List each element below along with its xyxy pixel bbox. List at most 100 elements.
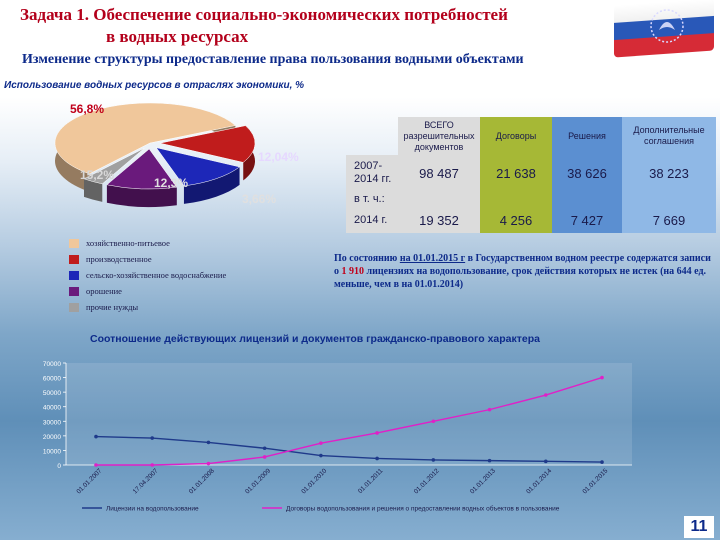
- pie-legend: хозяйственно-питьевое производственное с…: [69, 235, 227, 315]
- legend-swatch: [69, 254, 79, 264]
- table-cell: [552, 191, 622, 207]
- x-tick-label: 01.01.2012: [413, 467, 441, 495]
- header-total: ВСЕГО разрешительных документов: [398, 117, 480, 155]
- title-line-2: в водных ресурсах: [106, 27, 249, 46]
- table-cell: [398, 191, 480, 207]
- legend-item: прочие нужды: [69, 299, 226, 315]
- legend-swatch: [69, 270, 79, 280]
- row-label-2007: 2007-2014 гг.: [346, 155, 398, 191]
- note-date: на 01.01.2015 г: [399, 253, 466, 264]
- water-use-pie-chart: 56,8% 15,2% 12,3% 12,04% 3,66%: [54, 102, 299, 207]
- y-tick-label: 70000: [43, 361, 61, 368]
- pie-slice: [106, 148, 178, 190]
- plot-area: [66, 363, 632, 465]
- pie-slice: [54, 102, 236, 175]
- series-point: [600, 375, 604, 380]
- pie-slice-side: [83, 178, 103, 202]
- x-tick-label: 01.01.2014: [525, 467, 553, 495]
- licenses-line-chart: 0 10000 20000 30000 40000 50000 60000 70000 01.0…: [43, 361, 632, 513]
- emblem-icon: [650, 9, 684, 43]
- x-tick-label: 01.01.2008: [188, 467, 216, 495]
- y-tick-label: 30000: [43, 419, 61, 426]
- y-tick-label: 10000: [43, 448, 61, 455]
- legend-label: орошение: [86, 286, 122, 296]
- x-tick-label: 17.04.2007: [132, 467, 160, 495]
- series-point: [600, 460, 604, 464]
- x-tick-label: 01.01.2010: [300, 467, 328, 495]
- legend-swatch: [69, 238, 79, 248]
- pie-slice-side: [183, 166, 240, 204]
- header-contracts: Договоры: [480, 117, 552, 155]
- table-cell: 4 256: [480, 207, 552, 233]
- series-point: [431, 419, 436, 424]
- x-tick-label: 01.01.2011: [357, 467, 385, 495]
- table-cell: 98 487: [398, 155, 480, 191]
- table-row: 2007-2014 гг. 98 487 21 638 38 626 38 22…: [346, 155, 716, 191]
- series-point: [487, 407, 492, 412]
- row-label-incl: в т. ч.:: [346, 191, 398, 207]
- legend-label: сельско-хозяйственное водоснабжение: [86, 270, 227, 280]
- series-point: [375, 456, 379, 461]
- series-point: [94, 434, 98, 439]
- pie-data-label: 12,3%: [154, 176, 188, 190]
- series-point: [206, 461, 211, 466]
- table-header-row: ВСЕГО разрешительных документов Договоры…: [346, 117, 716, 155]
- legend-label: Договоры водопользования и решения о пре…: [286, 505, 560, 513]
- page-number: 11: [684, 516, 714, 538]
- legend-label: производственное: [86, 254, 152, 264]
- x-tick-label: 01.01.2015: [581, 467, 609, 495]
- x-tick-label: 01.01.2013: [469, 467, 497, 495]
- x-tick-label: 01.01.2007: [75, 467, 103, 495]
- series-point: [319, 453, 323, 458]
- note-text: лицензиях на водопользование, срок дейст…: [334, 266, 707, 290]
- table-row: 2014 г. 19 352 4 256 7 427 7 669: [346, 207, 716, 233]
- series-point: [206, 440, 211, 445]
- line-chart-title: Соотношение действующих лицензий и докум…: [90, 333, 540, 345]
- legend-item: орошение: [69, 283, 226, 299]
- series-point: [487, 458, 492, 463]
- table-cell: 38 626: [552, 155, 622, 191]
- series-point: [319, 441, 323, 445]
- header-decisions: Решения: [552, 117, 622, 155]
- table-cell: 19 352: [398, 207, 480, 233]
- row-label-2014: 2014 г.: [346, 207, 398, 233]
- pie-data-label: 15,2%: [80, 168, 114, 182]
- series-point: [150, 436, 155, 440]
- legend-label: хозяйственно-питьевое: [86, 238, 170, 248]
- series-line: [95, 435, 603, 463]
- pie-data-label: 56,8%: [70, 102, 104, 116]
- legend-item: сельско-хозяйственное водоснабжение: [69, 267, 227, 283]
- table-cell: 7 427: [552, 207, 622, 233]
- table-cell: 21 638: [480, 155, 552, 191]
- registry-note: По состоянию на 01.01.2015 г в Государст…: [334, 252, 714, 291]
- x-tick-label: 01.01.2009: [244, 467, 272, 495]
- header-agreements: Дополнительные соглашения: [622, 117, 716, 155]
- table-corner-cell: [346, 117, 398, 155]
- y-tick-label: 20000: [43, 434, 61, 441]
- title-line-1: Задача 1. Обеспечение социально-экономич…: [20, 5, 508, 24]
- pie-chart-title: Использование водных ресурсов в отраслях…: [4, 80, 305, 91]
- table-row: в т. ч.:: [346, 191, 716, 207]
- series-point: [262, 446, 267, 451]
- y-tick-label: 50000: [43, 390, 61, 397]
- series-point: [375, 431, 379, 435]
- y-tick-label: 60000: [43, 376, 61, 383]
- note-text: По состоянию: [334, 253, 400, 264]
- slide-title: Задача 1. Обеспечение социально-экономич…: [20, 4, 600, 48]
- y-tick-label: 0: [57, 463, 61, 470]
- table-cell: [480, 191, 552, 207]
- slide-subtitle: Изменение структуры предоставление права…: [22, 52, 524, 67]
- table-cell: 7 669: [622, 207, 716, 233]
- pie-slice: [83, 147, 145, 185]
- note-text: в Государственном водном реестре содержа…: [334, 253, 711, 277]
- series-point: [262, 455, 267, 459]
- table-cell: 38 223: [622, 155, 716, 191]
- series-point: [94, 463, 98, 467]
- note-count: 1 910: [341, 266, 365, 277]
- legend-swatch: [69, 302, 79, 312]
- series-point: [150, 463, 155, 467]
- pie-data-label: 12,04%: [258, 150, 299, 164]
- pie-slice: [155, 147, 241, 187]
- series-point: [543, 459, 548, 464]
- legend-item: хозяйственно-питьевое: [69, 235, 226, 251]
